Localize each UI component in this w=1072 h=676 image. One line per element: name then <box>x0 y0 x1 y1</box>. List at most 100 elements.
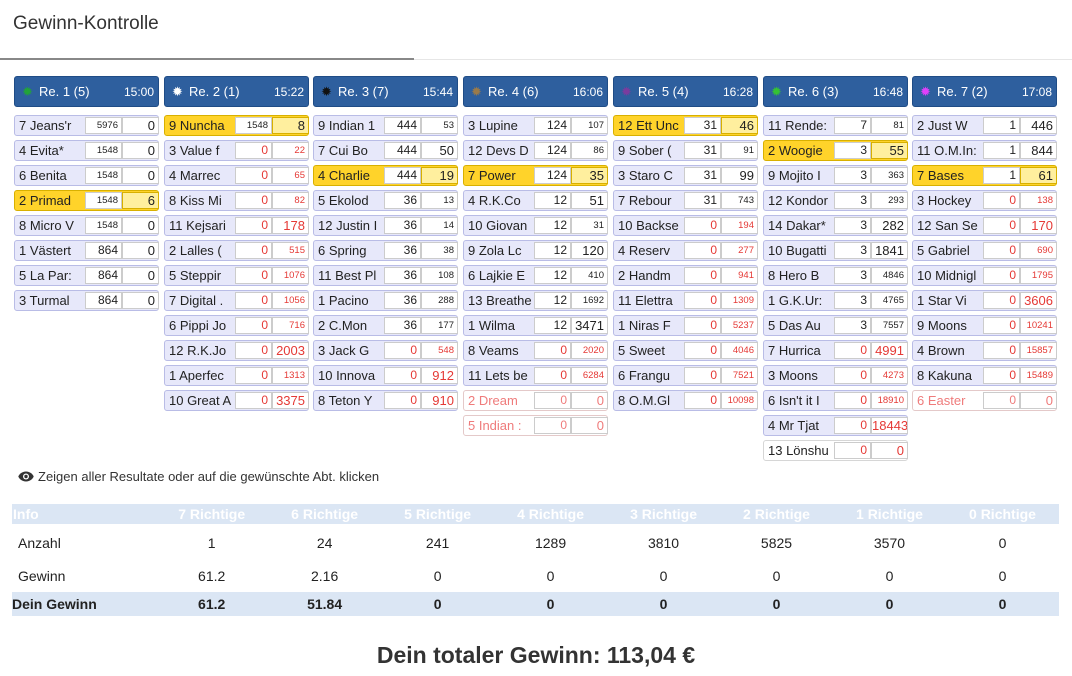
race-header-6[interactable]: ✹ Re. 6 (3) 16:48 <box>763 76 908 107</box>
horse-row[interactable]: 2 Just W 1 446 <box>912 115 1057 136</box>
horse-row[interactable]: 7 Digital . 0 1056 <box>164 290 309 311</box>
horse-row[interactable]: 1 Västert 864 0 <box>14 240 159 261</box>
results-hint[interactable]: Zeigen aller Resultate oder auf die gewü… <box>18 469 379 484</box>
horse-row[interactable]: 10 Bugatti 3 1841 <box>763 240 908 261</box>
horse-row[interactable]: 3 Lupine 124 107 <box>463 115 608 136</box>
horse-value-secondary: 912 <box>421 367 458 384</box>
horse-row[interactable]: 1 G.K.Ur: 3 4765 <box>763 290 908 311</box>
horse-row[interactable]: 8 Micro V 1548 0 <box>14 215 159 236</box>
horse-value-primary: 5976 <box>85 117 122 134</box>
horse-row[interactable]: 11 Best Pl 36 108 <box>313 265 458 286</box>
horse-value-primary: 0 <box>983 192 1020 209</box>
horse-row[interactable]: 7 Power 124 35 <box>463 165 608 186</box>
horse-name: 2 Just W <box>917 118 968 133</box>
horse-row[interactable]: 1 Wilma 12 3471 <box>463 315 608 336</box>
horse-row[interactable]: 11 Elettra 0 1309 <box>613 290 758 311</box>
horse-row[interactable]: 10 Giovan 12 31 <box>463 215 608 236</box>
horse-row[interactable]: 5 Ekolod 36 13 <box>313 190 458 211</box>
horse-row[interactable]: 3 Jack G 0 548 <box>313 340 458 361</box>
horse-row[interactable]: 7 Rebour 31 743 <box>613 190 758 211</box>
horse-row[interactable]: 6 Frangu 0 7521 <box>613 365 758 386</box>
horse-row[interactable]: 3 Value f 0 22 <box>164 140 309 161</box>
horse-row[interactable]: 10 Backse 0 194 <box>613 215 758 236</box>
race-header-1[interactable]: ✹ Re. 1 (5) 15:00 <box>14 76 159 107</box>
horse-name: 7 Jeans'r <box>19 118 72 133</box>
horse-row[interactable]: 13 Breathe 12 1692 <box>463 290 608 311</box>
horse-row[interactable]: 9 Sober (31 91 <box>613 140 758 161</box>
horse-row[interactable]: 3 Staro C 31 99 <box>613 165 758 186</box>
horse-row[interactable]: 12 Justin I 36 14 <box>313 215 458 236</box>
horse-row[interactable]: 6 Easter 0 0 <box>912 390 1057 411</box>
horse-row[interactable]: 12 R.K.Jo 0 2003 <box>164 340 309 361</box>
horse-row[interactable]: 9 Mojito I 3 363 <box>763 165 908 186</box>
horse-row[interactable]: 9 Nuncha 1548 8 <box>164 115 309 136</box>
horse-value-secondary: 0 <box>871 442 908 459</box>
horse-row[interactable]: 4 Brown 0 15857 <box>912 340 1057 361</box>
horse-row[interactable]: 14 Dakar* 3 282 <box>763 215 908 236</box>
horse-row[interactable]: 5 La Par: 864 0 <box>14 265 159 286</box>
race-header-4[interactable]: ✹ Re. 4 (6) 16:06 <box>463 76 608 107</box>
horse-row[interactable]: 4 R.K.Co 12 51 <box>463 190 608 211</box>
horse-row[interactable]: 2 Woogie 3 55 <box>763 140 908 161</box>
horse-row[interactable]: 10 Innova 0 912 <box>313 365 458 386</box>
horse-row[interactable]: 5 Sweet 0 4046 <box>613 340 758 361</box>
horse-row[interactable]: 6 Benita 1548 0 <box>14 165 159 186</box>
horse-row[interactable]: 4 Charlie 444 19 <box>313 165 458 186</box>
horse-name: 6 Easter <box>917 393 966 408</box>
horse-row[interactable]: 2 Dream 0 0 <box>463 390 608 411</box>
race-header-7[interactable]: ✹ Re. 7 (2) 17:08 <box>912 76 1057 107</box>
horse-row[interactable]: 4 Reserv 0 277 <box>613 240 758 261</box>
horse-row[interactable]: 3 Turmal 864 0 <box>14 290 159 311</box>
horse-row[interactable]: 12 Kondor 3 293 <box>763 190 908 211</box>
horse-row[interactable]: 7 Hurrica 0 4991 <box>763 340 908 361</box>
horse-row[interactable]: 1 Aperfec 0 1313 <box>164 365 309 386</box>
horse-row[interactable]: 7 Jeans'r 5976 0 <box>14 115 159 136</box>
horse-row[interactable]: 1 Star Vi 0 3606 <box>912 290 1057 311</box>
horse-row[interactable]: 9 Indian 1 444 53 <box>313 115 458 136</box>
horse-row[interactable]: 8 Kakuna 0 15489 <box>912 365 1057 386</box>
horse-row[interactable]: 8 Kiss Mi 0 82 <box>164 190 309 211</box>
horse-row[interactable]: 1 Pacino 36 288 <box>313 290 458 311</box>
horse-row[interactable]: 2 Primad 1548 6 <box>14 190 159 211</box>
horse-row[interactable]: 5 Steppir 0 1076 <box>164 265 309 286</box>
horse-row[interactable]: 6 Isn't it I 0 18910 <box>763 390 908 411</box>
horse-row[interactable]: 2 C.Mon 36 177 <box>313 315 458 336</box>
horse-row[interactable]: 8 Teton Y 0 910 <box>313 390 458 411</box>
horse-row[interactable]: 8 Veams 0 2020 <box>463 340 608 361</box>
horse-row[interactable]: 2 Handm 0 941 <box>613 265 758 286</box>
horse-row[interactable]: 8 O.M.Gl 0 10098 <box>613 390 758 411</box>
horse-name: 5 Sweet <box>618 343 665 358</box>
race-header-5[interactable]: ✹ Re. 5 (4) 16:28 <box>613 76 758 107</box>
horse-row[interactable]: 7 Bases 1 61 <box>912 165 1057 186</box>
horse-row[interactable]: 12 Devs D 124 86 <box>463 140 608 161</box>
horse-row[interactable]: 5 Gabriel 0 690 <box>912 240 1057 261</box>
horse-row[interactable]: 10 Great A 0 3375 <box>164 390 309 411</box>
horse-row[interactable]: 12 San Se 0 170 <box>912 215 1057 236</box>
horse-row[interactable]: 6 Spring 36 38 <box>313 240 458 261</box>
horse-row[interactable]: 11 Rende: 7 81 <box>763 115 908 136</box>
horse-row[interactable]: 11 Kejsari 0 178 <box>164 215 309 236</box>
race-header-2[interactable]: ✹ Re. 2 (1) 15:22 <box>164 76 309 107</box>
horse-row[interactable]: 6 Pippi Jo 0 716 <box>164 315 309 336</box>
horse-row[interactable]: 9 Zola Lc 12 120 <box>463 240 608 261</box>
horse-row[interactable]: 12 Ett Unc 31 46 <box>613 115 758 136</box>
horse-row[interactable]: 5 Das Au 3 7557 <box>763 315 908 336</box>
race-header-3[interactable]: ✹ Re. 3 (7) 15:44 <box>313 76 458 107</box>
horse-row[interactable]: 3 Moons 0 4273 <box>763 365 908 386</box>
horse-row[interactable]: 3 Hockey 0 138 <box>912 190 1057 211</box>
horse-row[interactable]: 7 Cui Bo 444 50 <box>313 140 458 161</box>
horse-row[interactable]: 1 Niras F 0 5237 <box>613 315 758 336</box>
horse-row[interactable]: 13 Lönshu 0 0 <box>763 440 908 461</box>
horse-row[interactable]: 2 Lalles (0 515 <box>164 240 309 261</box>
horse-row[interactable]: 4 Marrec 0 65 <box>164 165 309 186</box>
horse-row[interactable]: 6 Lajkie E 12 410 <box>463 265 608 286</box>
horse-row[interactable]: 4 Evita* 1548 0 <box>14 140 159 161</box>
horse-row[interactable]: 11 Lets be 0 6284 <box>463 365 608 386</box>
horse-row[interactable]: 8 Hero B 3 4846 <box>763 265 908 286</box>
horse-row[interactable]: 10 Midnigl 0 1795 <box>912 265 1057 286</box>
horse-row[interactable]: 9 Moons 0 10241 <box>912 315 1057 336</box>
horse-row[interactable]: 11 O.M.In: 1 844 <box>912 140 1057 161</box>
horse-row[interactable]: 4 Mr Tjat 0 18443 <box>763 415 908 436</box>
horse-value-secondary: 31 <box>571 217 608 234</box>
